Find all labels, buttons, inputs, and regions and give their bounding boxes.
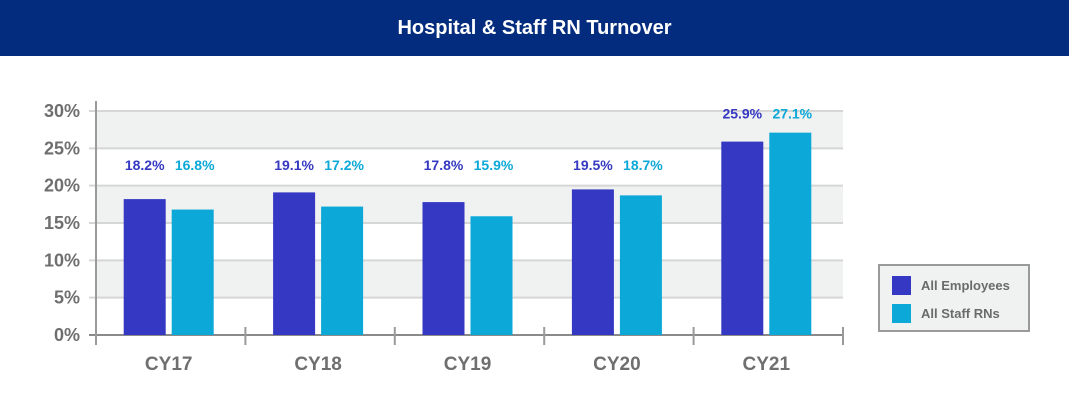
- bar-all-staff-rns: [321, 206, 364, 335]
- grid-band: [96, 260, 843, 298]
- data-label: 17.8%: [424, 157, 464, 173]
- bar-all-employees: [123, 199, 166, 335]
- bar-all-staff-rns: [470, 216, 513, 335]
- data-label: 18.2%: [125, 157, 165, 173]
- bar-all-employees: [422, 202, 465, 335]
- legend: All Employees All Staff RNs: [878, 264, 1030, 332]
- legend-swatch: [892, 276, 911, 295]
- data-label: 16.8%: [175, 157, 215, 173]
- y-tick-label: 0%: [54, 325, 80, 345]
- x-tick-label: CY17: [145, 354, 193, 375]
- y-tick-label: 10%: [44, 250, 80, 270]
- legend-item-all-employees: All Employees: [892, 276, 1010, 295]
- y-tick-label: 25%: [44, 138, 80, 158]
- x-tick-label: CY20: [593, 354, 641, 375]
- x-tick-label: CY21: [743, 354, 791, 375]
- legend-item-all-staff-rns: All Staff RNs: [892, 304, 1000, 323]
- x-tick-label: CY19: [444, 354, 492, 375]
- data-label: 27.1%: [772, 106, 812, 122]
- bar-all-staff-rns: [769, 132, 812, 335]
- x-tick-label: CY18: [294, 354, 342, 375]
- grid-band: [96, 185, 843, 223]
- data-label: 25.9%: [722, 106, 762, 122]
- data-label: 18.7%: [623, 157, 663, 173]
- y-tick-label: 20%: [44, 176, 80, 196]
- bar-all-employees: [721, 141, 764, 335]
- data-label: 19.1%: [274, 157, 314, 173]
- y-tick-label: 30%: [44, 101, 80, 121]
- bar-all-staff-rns: [619, 195, 662, 335]
- legend-swatch: [892, 304, 911, 323]
- data-label: 15.9%: [474, 157, 514, 173]
- legend-label: All Staff RNs: [921, 306, 1000, 321]
- bar-all-employees: [273, 192, 316, 335]
- y-tick-label: 15%: [44, 213, 80, 233]
- chart-title: Hospital & Staff RN Turnover: [0, 0, 1069, 56]
- grid-band: [96, 111, 843, 149]
- data-label: 17.2%: [324, 157, 364, 173]
- legend-label: All Employees: [921, 278, 1010, 293]
- bar-all-staff-rns: [171, 209, 214, 335]
- y-tick-label: 5%: [54, 288, 80, 308]
- data-label: 19.5%: [573, 157, 613, 173]
- bar-all-employees: [571, 189, 614, 335]
